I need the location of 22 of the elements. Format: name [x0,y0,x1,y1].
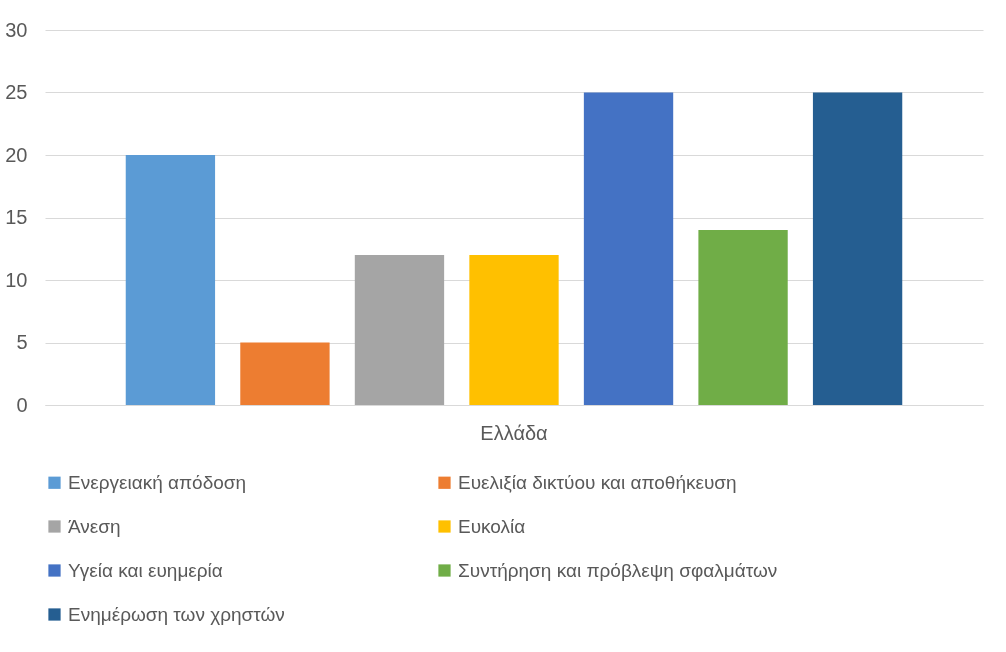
legend-label: Υγεία και ευημερία [68,559,223,581]
y-tick-label: 25 [5,81,28,103]
legend-label: Ευκολία [458,515,526,537]
y-tick-label: 20 [5,143,28,166]
legend-label: Συντήρηση και πρόβλεψη σφαλμάτων [458,559,778,581]
bar [583,92,674,405]
bar [698,230,788,405]
legend-label: Ευελιξία δικτύου και αποθήκευση [458,471,737,493]
legend-label: Άνεση [68,515,121,537]
y-tick-label: 0 [16,393,28,416]
y-tick-label: 30 [5,18,28,41]
y-tick-label: 5 [16,331,28,353]
bar [240,342,330,405]
x-tick-label: Ελλάδα [480,421,548,444]
bar [812,92,903,405]
bar [354,255,445,405]
legend-label: Ενημέρωση των χρηστών [68,603,285,625]
bar [125,155,216,405]
y-tick-label: 15 [5,206,28,228]
legend-label: Ενεργειακή απόδοση [68,471,247,493]
bar [469,255,559,405]
y-tick-label: 10 [5,268,28,291]
